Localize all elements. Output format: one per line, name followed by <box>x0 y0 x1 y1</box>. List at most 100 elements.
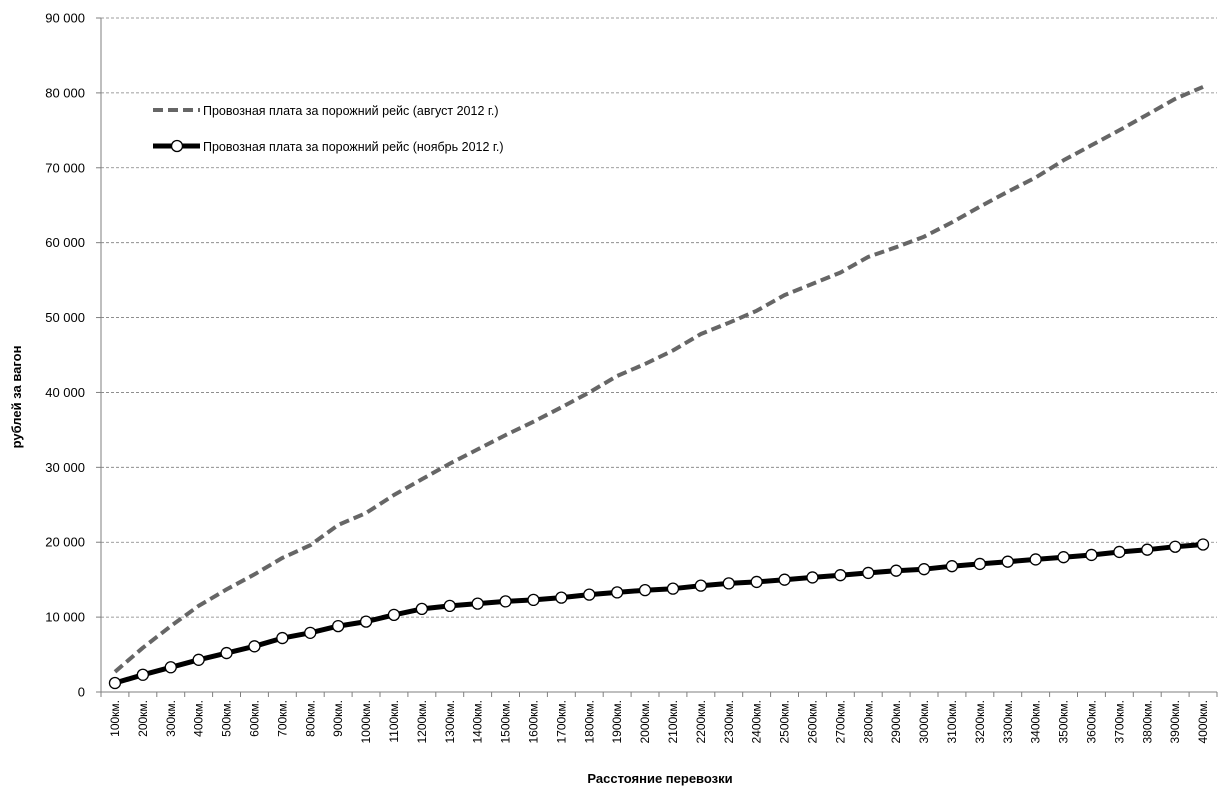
x-tick-label: 300км. <box>164 700 178 737</box>
y-tick-label: 10 000 <box>45 610 85 625</box>
data-point-november <box>359 615 373 628</box>
x-tick-label: 200км. <box>136 700 150 737</box>
x-tick-label: 2700км. <box>833 700 847 744</box>
x-tick-label: 1000км. <box>359 700 373 744</box>
legend-item-november: Провозная плата за порожний рейс (ноябрь… <box>153 139 504 154</box>
data-point-november <box>694 579 707 592</box>
x-tick-label: 1100км. <box>387 700 401 743</box>
data-point-november <box>499 595 512 608</box>
data-point-november <box>415 602 429 616</box>
data-point-november <box>1196 538 1210 551</box>
x-tick-label: 2800км. <box>861 700 875 744</box>
x-tick-label: 4000км. <box>1196 700 1210 744</box>
data-point-november <box>1169 540 1182 553</box>
x-tick-label: 3700км. <box>1112 700 1126 744</box>
x-tick-label: 500км. <box>220 700 234 737</box>
x-tick-label: 1400км. <box>471 700 485 744</box>
x-tick-label: 2500км. <box>778 700 792 744</box>
data-point-november <box>136 668 150 681</box>
x-tick-label: 100км. <box>108 700 122 737</box>
x-tick-label: 2900км. <box>889 700 903 744</box>
legend-label-august: Провозная плата за порожний рейс (август… <box>203 104 499 118</box>
x-tick-label: 400км. <box>192 700 206 737</box>
data-point-november <box>471 597 484 610</box>
data-point-november <box>555 591 568 604</box>
data-point-november <box>638 584 652 597</box>
x-tick-label: 2300км. <box>722 700 736 744</box>
data-point-november <box>331 619 345 633</box>
x-tick-label: 600км. <box>247 700 261 737</box>
x-tick-label: 1800км. <box>582 700 596 744</box>
data-point-november <box>248 640 261 653</box>
data-point-november <box>1141 543 1154 556</box>
data-point-november <box>1029 553 1042 566</box>
data-point-november <box>945 560 959 573</box>
data-point-november <box>611 586 624 599</box>
y-tick-label: 30 000 <box>45 460 85 475</box>
data-point-november <box>917 563 931 576</box>
data-point-november <box>834 569 847 582</box>
x-tick-label: 1900км. <box>610 700 624 744</box>
x-tick-label: 800км. <box>303 700 317 737</box>
data-point-november <box>387 608 401 622</box>
x-axis-title: Расстояние перевозки <box>587 771 732 786</box>
data-point-november <box>164 661 177 674</box>
x-tick-label: 2400км. <box>750 700 764 744</box>
x-tick-label: 2100км. <box>666 700 680 744</box>
legend-label-november: Провозная плата за порожний рейс (ноябрь… <box>203 140 504 154</box>
data-point-november <box>443 599 456 613</box>
data-point-november <box>862 566 875 580</box>
y-tick-label: 60 000 <box>45 235 85 250</box>
data-point-november <box>108 676 122 690</box>
series-line-august <box>113 85 1204 674</box>
data-point-november <box>750 575 763 589</box>
x-tick-label: 2600км. <box>805 700 819 744</box>
legend-marker-november <box>170 139 184 153</box>
x-tick-label: 900км. <box>331 700 345 737</box>
data-point-november <box>973 557 986 571</box>
x-tick-label: 1500км. <box>499 700 513 744</box>
legend: Провозная плата за порожний рейс (август… <box>153 104 504 154</box>
series-line-november <box>114 542 1204 686</box>
data-point-november <box>583 588 596 601</box>
data-point-november <box>1057 551 1070 564</box>
x-tick-label: 3900км. <box>1168 700 1182 744</box>
data-point-november <box>1113 545 1126 559</box>
data-point-november <box>778 573 791 586</box>
y-tick-label: 50 000 <box>45 310 85 325</box>
data-point-november <box>192 653 205 666</box>
x-tick-label: 3800км. <box>1140 700 1154 744</box>
x-tick-label: 2200км. <box>694 700 708 744</box>
x-tick-label: 1600км. <box>526 700 540 744</box>
x-tick-label: 1700км. <box>554 700 568 744</box>
x-axis-ticks: 100км. 200км. 300км. 400км. 500км. 600км. 700к… <box>100 692 1218 744</box>
data-point-november <box>304 626 317 639</box>
data-point-november <box>666 582 680 595</box>
y-tick-label: 20 000 <box>45 535 85 550</box>
x-tick-label: 1200км. <box>415 700 429 744</box>
data-point-november <box>722 577 735 590</box>
data-point-november <box>890 564 903 577</box>
x-tick-label: 3200км. <box>973 700 987 744</box>
data-point-november <box>806 571 819 584</box>
x-tick-label: 3400км. <box>1029 700 1043 744</box>
x-tick-label: 3600км. <box>1084 700 1098 744</box>
x-tick-label: 1300км. <box>443 700 457 744</box>
y-axis-title: рублей за вагон <box>9 346 24 449</box>
x-tick-label: 3000км. <box>917 700 931 744</box>
y-tick-label: 80 000 <box>45 85 85 100</box>
x-tick-label: 3100км. <box>945 700 959 744</box>
legend-item-august: Провозная плата за порожний рейс (август… <box>153 104 499 118</box>
data-point-november <box>220 646 233 660</box>
data-point-november <box>1001 555 1014 568</box>
y-tick-label: 70 000 <box>45 160 85 175</box>
x-tick-label: 3300км. <box>1001 700 1015 744</box>
x-tick-label: 2000км. <box>638 700 652 744</box>
x-tick-label: 3500км. <box>1057 700 1071 744</box>
y-tick-label: 40 000 <box>45 385 85 400</box>
x-tick-label: 700км. <box>275 700 289 737</box>
y-tick-label: 90 000 <box>45 11 85 26</box>
data-point-november <box>527 593 540 607</box>
